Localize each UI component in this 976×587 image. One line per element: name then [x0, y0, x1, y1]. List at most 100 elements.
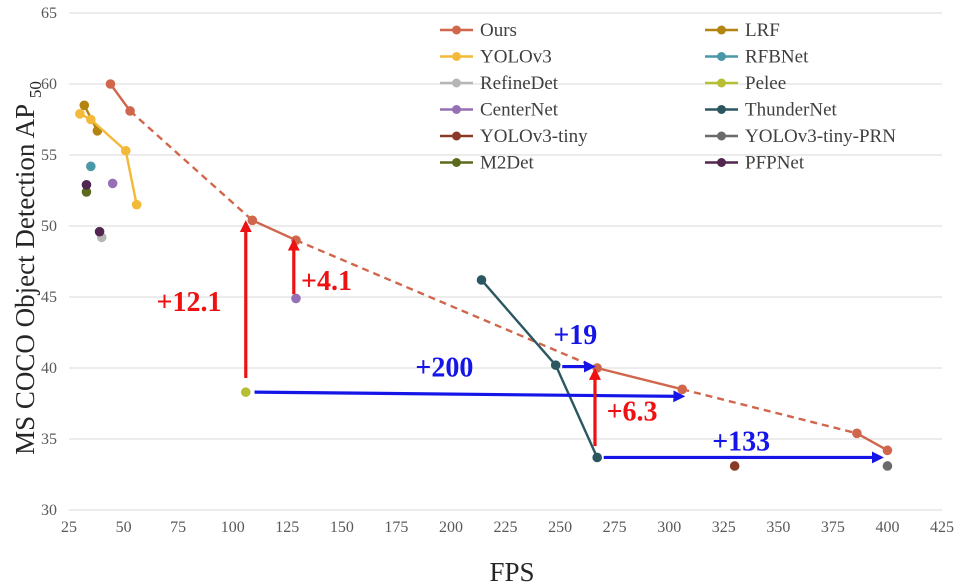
y-tick-label-65: 65: [41, 5, 57, 22]
data-point: [291, 293, 301, 304]
data-point: [86, 114, 96, 125]
legend-marker: [452, 25, 461, 35]
data-point: [107, 178, 118, 189]
legend: Ours LRF YOLOv3 RFBNet RefineDet Pelee CenterN…: [440, 20, 896, 174]
legend-item-m2det: M2Det: [440, 153, 535, 174]
annotation-label: +12.1: [157, 287, 222, 318]
x-tick-label-75: 75: [170, 519, 186, 536]
series-centernet: [107, 178, 301, 304]
legend-marker: [452, 158, 461, 167]
legend-label: RFBNet: [745, 47, 809, 68]
x-tick-label-350: 350: [766, 519, 790, 536]
legend-label: PFPNet: [745, 153, 805, 174]
series-line-segment: [295, 239, 598, 370]
series-line-segment: [856, 432, 889, 452]
x-tick-label-250: 250: [548, 519, 572, 536]
data-point: [476, 275, 487, 285]
series-pfpnet: [81, 180, 105, 237]
legend-label: RefineDet: [480, 73, 559, 94]
data-point: [240, 387, 251, 397]
series-yolov3-tiny: [729, 461, 740, 471]
y-tick-label-40: 40: [41, 360, 57, 377]
y-axis-label-main: MS COCO Object Detection AP: [10, 105, 40, 455]
annotation-label: +133: [712, 426, 770, 457]
y-tick-label-35: 35: [41, 431, 57, 448]
legend-marker: [717, 52, 726, 61]
series-yolov3-tiny-prn: [882, 461, 893, 471]
legend-marker: [717, 105, 726, 114]
series-line-segment: [251, 219, 297, 242]
series-yolov3: [75, 109, 142, 210]
grid-layer: [69, 12, 942, 511]
legend-marker: [717, 78, 726, 88]
data-point: [550, 360, 561, 370]
legend-marker: [452, 52, 461, 61]
legend-label: YOLOv3: [480, 47, 552, 68]
series-line-segment: [480, 279, 557, 366]
y-tick-label-45: 45: [41, 289, 57, 306]
legend-label: M2Det: [480, 153, 535, 174]
legend-item-pelee: Pelee: [705, 73, 786, 94]
x-tick-label-150: 150: [330, 519, 354, 536]
series-line-segment: [109, 83, 132, 112]
data-point: [247, 215, 258, 226]
data-point: [81, 187, 92, 197]
legend-marker: [717, 131, 726, 141]
legend-item-thundernet: ThunderNet: [705, 100, 838, 121]
y-tick-label-30: 30: [41, 502, 57, 519]
legend-item-rfbnet: RFBNet: [705, 47, 809, 68]
data-point: [79, 100, 90, 111]
legend-label: ThunderNet: [745, 100, 838, 121]
x-tick-label-100: 100: [221, 519, 245, 536]
data-point: [75, 109, 85, 119]
y-tick-label-50: 50: [41, 218, 57, 235]
data-point: [852, 428, 862, 439]
y-tick-label-60: 60: [41, 76, 57, 93]
y-tick-label-55: 55: [41, 147, 57, 164]
legend-item-yolov3: YOLOv3: [440, 47, 552, 68]
data-point: [592, 452, 602, 463]
data-point: [125, 106, 135, 116]
legend-item-ours: Ours: [440, 20, 517, 41]
series-line-segment: [129, 110, 254, 222]
y-axis-label: MS COCO Object Detection AP 50: [10, 81, 45, 455]
x-tick-label-275: 275: [603, 519, 627, 536]
data-point: [81, 180, 92, 190]
legend-item-yolov3-tiny-prn: YOLOv3-tiny-PRN: [705, 126, 896, 147]
series-rfbnet: [86, 161, 96, 172]
x-tick-label-200: 200: [439, 519, 463, 536]
legend-item-refinedet: RefineDet: [440, 73, 559, 94]
x-tick-label-425: 425: [930, 519, 954, 536]
legend-label: Pelee: [745, 73, 786, 94]
x-tick-label-25: 25: [61, 519, 77, 536]
series-line-segment: [554, 364, 599, 458]
annotation-arrow: [254, 390, 686, 403]
annotation-label: +4.1: [301, 266, 352, 297]
axis-layer: 30 35 40 45 50 55 60 65 25 50 75 100 125 150 175 200 225…: [41, 5, 954, 536]
series-line-segment: [124, 150, 138, 205]
data-point: [882, 445, 893, 456]
data-point: [882, 461, 893, 471]
data-point: [120, 145, 131, 156]
data-point: [131, 199, 142, 210]
legend-item-yolov3-tiny: YOLOv3-tiny: [440, 126, 588, 147]
legend-marker: [452, 78, 461, 88]
x-tick-label-375: 375: [821, 519, 845, 536]
legend-item-centernet: CenterNet: [440, 100, 559, 121]
x-tick-label-125: 125: [275, 519, 299, 536]
series-line-segment: [90, 118, 127, 152]
x-tick-label-50: 50: [116, 519, 132, 536]
series-line-segment: [596, 366, 683, 391]
x-tick-label-225: 225: [494, 519, 518, 536]
data-point: [677, 384, 688, 395]
legend-marker: [717, 25, 726, 35]
series-m2det: [81, 187, 92, 197]
x-tick-label-400: 400: [875, 519, 899, 536]
legend-label: CenterNet: [480, 100, 559, 121]
y-axis-label-subscript: 50: [26, 81, 45, 98]
x-tick-label-175: 175: [384, 519, 408, 536]
data-point: [94, 226, 105, 237]
legend-label: YOLOv3-tiny-PRN: [745, 126, 896, 147]
